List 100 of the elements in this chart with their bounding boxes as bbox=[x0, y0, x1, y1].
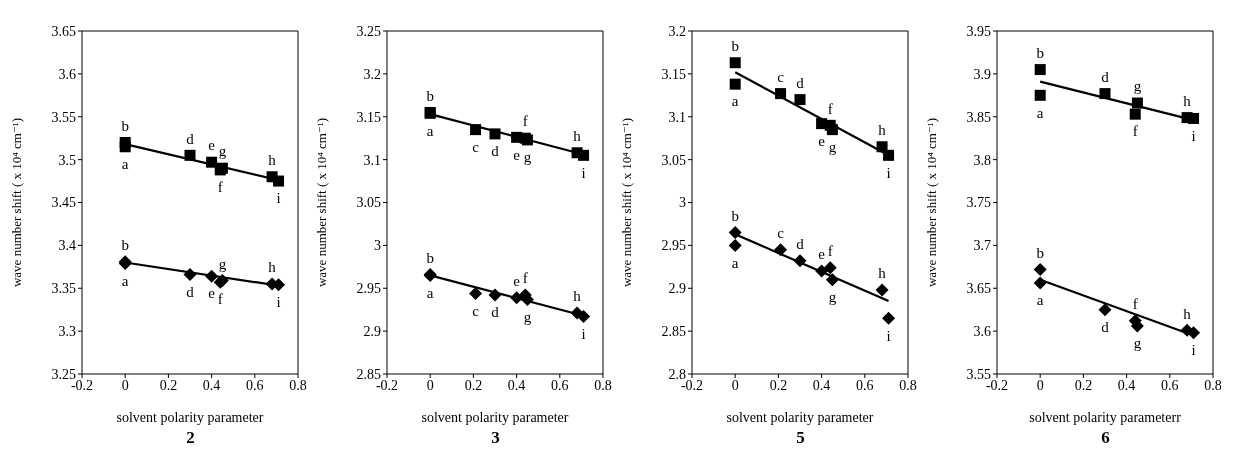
annotation: h bbox=[573, 128, 582, 145]
x-tick-label: 0.8 bbox=[594, 377, 612, 393]
annotation: e bbox=[208, 285, 216, 302]
y-tick-label: 3 bbox=[374, 238, 381, 254]
annotation: f bbox=[827, 242, 833, 259]
annotation: i bbox=[1191, 342, 1196, 359]
annotation: b bbox=[731, 37, 739, 54]
annotation: a bbox=[121, 156, 129, 173]
x-tick-label: 0 bbox=[731, 377, 739, 393]
annotation: i bbox=[581, 325, 586, 342]
text: 5 bbox=[795, 428, 806, 448]
y-tick-label: 2.85 bbox=[356, 366, 381, 382]
y-axis-title: wave number shift ( x 10⁴ cm⁻¹) bbox=[923, 117, 939, 288]
y-tick-label: 2.9 bbox=[363, 324, 381, 340]
y-tick-label: 3.8 bbox=[973, 152, 991, 168]
y-tick-label: 3.15 bbox=[661, 66, 686, 82]
y-axis-title: wave number shift ( x 10⁴ cm⁻¹) bbox=[313, 117, 329, 288]
annotation: c bbox=[472, 302, 480, 319]
y-tick-label: 3.85 bbox=[966, 109, 991, 125]
annotation: b bbox=[731, 207, 739, 224]
y-tick-label: 3.65 bbox=[966, 281, 991, 297]
annotation: f bbox=[827, 100, 833, 117]
x-tick-label: 0.4 bbox=[812, 377, 831, 393]
annotation: g bbox=[828, 288, 837, 305]
annotation: c bbox=[472, 138, 480, 155]
y-tick-label: 3.6 bbox=[973, 324, 991, 340]
y-tick-label: 3.25 bbox=[356, 23, 381, 39]
y-tick-label: 3.2 bbox=[363, 66, 381, 82]
annotation: h bbox=[573, 288, 582, 305]
y-tick-label: 3.05 bbox=[661, 152, 686, 168]
y-tick-label: 3.1 bbox=[668, 109, 686, 125]
annotation: i bbox=[276, 294, 281, 311]
annotation: d bbox=[1101, 318, 1110, 335]
x-tick-label: 0.6 bbox=[551, 377, 569, 393]
annotation: b bbox=[121, 117, 129, 134]
y-tick-label: 3.55 bbox=[51, 109, 76, 125]
y-tick-label: 2.95 bbox=[356, 281, 381, 297]
y-tick-label: 3.95 bbox=[966, 23, 991, 39]
y-tick-label: 3.35 bbox=[51, 281, 76, 297]
annotation: h bbox=[878, 265, 887, 282]
annotation: i bbox=[276, 190, 281, 207]
annotation: g bbox=[1133, 335, 1142, 352]
annotation: f bbox=[522, 270, 528, 287]
annotation: c bbox=[777, 68, 785, 85]
annotation: h bbox=[268, 259, 277, 276]
annotation: c bbox=[777, 224, 785, 241]
annotation: f bbox=[1132, 296, 1138, 313]
annotation: i bbox=[581, 164, 586, 181]
x-axis-title: solvent polarity parameterr bbox=[1029, 410, 1182, 425]
y-axis-title: wave number shift ( x 10⁴ cm⁻¹) bbox=[618, 117, 634, 288]
annotation: a bbox=[1036, 104, 1044, 121]
annotation: i bbox=[886, 327, 891, 344]
y-tick-label: 3.7 bbox=[973, 238, 991, 254]
annotation: d bbox=[796, 74, 805, 91]
x-axis-title: solvent polarity parameter bbox=[726, 410, 874, 425]
annotation: f bbox=[1132, 123, 1138, 140]
annotation: h bbox=[268, 152, 277, 169]
x-tick-label: 0.2 bbox=[464, 377, 483, 393]
annotation: h bbox=[878, 122, 887, 139]
y-tick-label: 3.6 bbox=[58, 66, 76, 82]
y-tick-label: 2.95 bbox=[661, 238, 686, 254]
y-tick-label: 3.45 bbox=[51, 195, 76, 211]
x-tick-label: 0.6 bbox=[1161, 377, 1179, 393]
annotation: e bbox=[513, 272, 521, 289]
x-tick-label: 0.2 bbox=[1074, 377, 1093, 393]
annotation: a bbox=[121, 272, 129, 289]
annotation: b bbox=[426, 87, 434, 104]
y-tick-label: 3.3 bbox=[58, 324, 76, 340]
annotation: a bbox=[426, 122, 434, 139]
x-tick-label: 0.4 bbox=[1117, 377, 1136, 393]
y-tick-label: 3.75 bbox=[966, 195, 991, 211]
annotation: h bbox=[1183, 305, 1192, 322]
annotation: a bbox=[731, 254, 739, 271]
annotation: b bbox=[1036, 44, 1044, 61]
y-tick-label: 3.1 bbox=[363, 152, 381, 168]
y-tick-label: 3.05 bbox=[356, 195, 381, 211]
x-tick-label: 0.8 bbox=[1204, 377, 1222, 393]
x-tick-label: 0 bbox=[1036, 377, 1044, 393]
y-tick-label: 3.4 bbox=[58, 238, 76, 254]
annotation: i bbox=[1191, 127, 1196, 144]
annotation: e bbox=[818, 246, 826, 263]
annotation: f bbox=[522, 113, 528, 130]
annotation: d bbox=[1101, 68, 1110, 85]
annotation: h bbox=[1183, 92, 1192, 109]
y-tick-label: 3 bbox=[679, 195, 686, 211]
x-axis-title: solvent polarity parameter bbox=[116, 410, 264, 425]
annotation: g bbox=[523, 308, 532, 325]
y-axis-title: wave number shift ( x 10⁴ cm⁻¹) bbox=[8, 117, 24, 288]
annotation: d bbox=[491, 143, 500, 160]
annotation: d bbox=[491, 304, 500, 321]
y-tick-label: 2.9 bbox=[668, 281, 686, 297]
annotation: a bbox=[426, 284, 434, 301]
annotation: b bbox=[1036, 244, 1044, 261]
annotation: d bbox=[796, 236, 805, 253]
x-tick-label: 0 bbox=[426, 377, 434, 393]
annotation: e bbox=[513, 146, 521, 163]
y-tick-label: 3.25 bbox=[51, 366, 76, 382]
y-tick-label: 3.15 bbox=[356, 109, 381, 125]
x-axis-title: solvent polarity parameter bbox=[421, 410, 569, 425]
annotation: i bbox=[886, 164, 891, 181]
